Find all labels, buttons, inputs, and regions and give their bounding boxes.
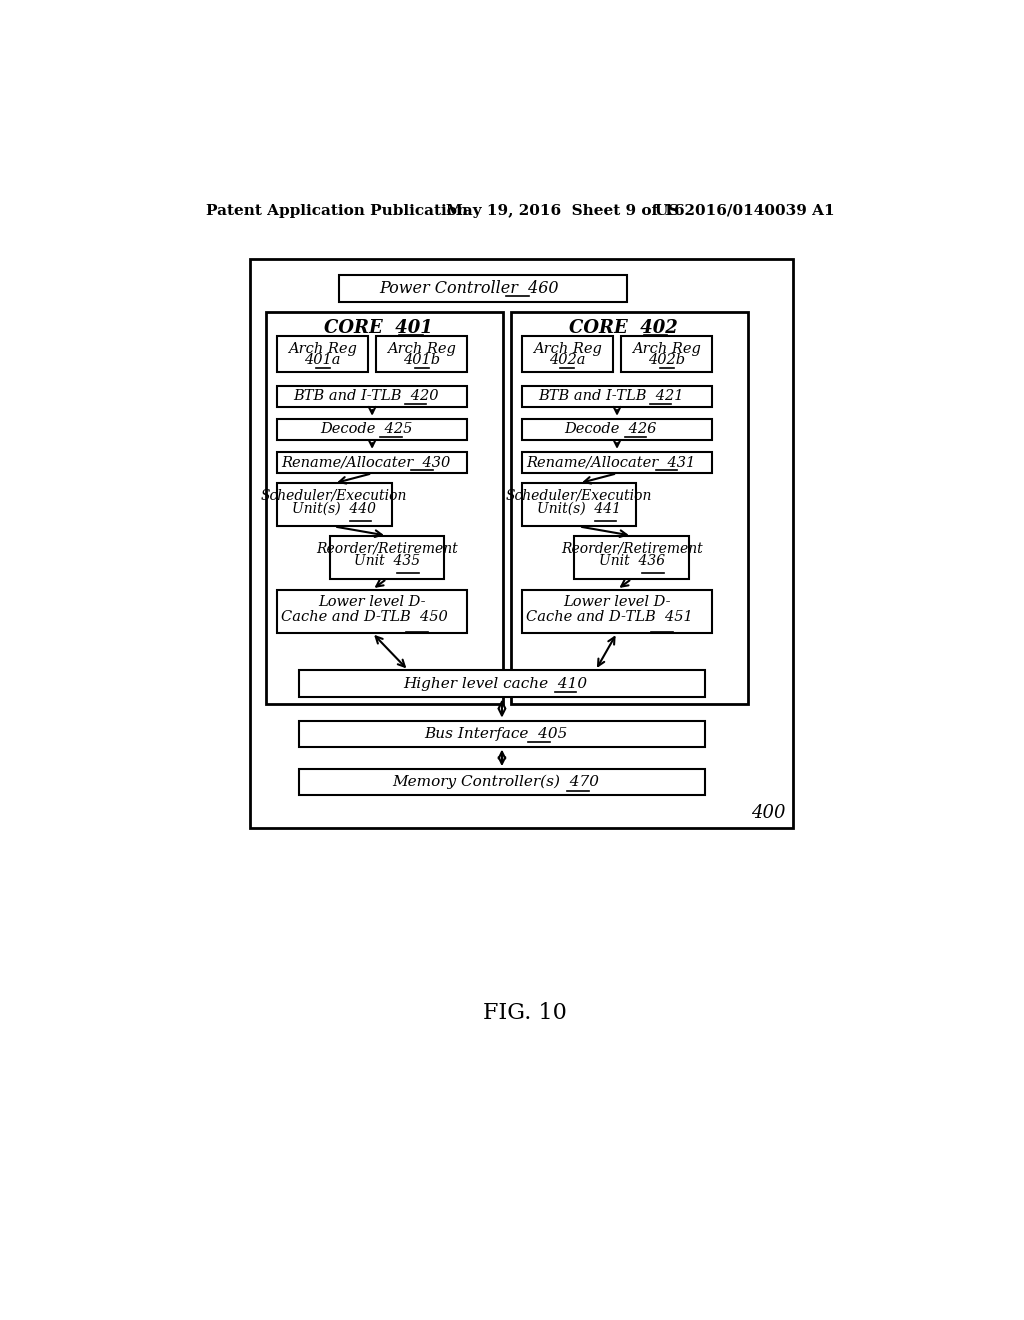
Text: Unit(s)  440: Unit(s) 440 [292, 502, 376, 516]
Text: Memory Controller(s)  470: Memory Controller(s) 470 [392, 775, 599, 789]
Text: Higher level cache  410: Higher level cache 410 [403, 677, 588, 690]
Text: Reorder/Retirement: Reorder/Retirement [316, 541, 458, 554]
Text: 401b: 401b [403, 354, 440, 367]
Text: Scheduler/Execution: Scheduler/Execution [506, 488, 652, 503]
Bar [251, 259, 793, 829]
Text: Arch Reg: Arch Reg [288, 342, 357, 356]
Text: Arch Reg: Arch Reg [632, 342, 701, 356]
Bar [621, 335, 713, 372]
Text: 400: 400 [751, 804, 785, 822]
Text: Unit  436: Unit 436 [599, 554, 665, 568]
Text: Unit(s)  441: Unit(s) 441 [537, 502, 621, 516]
Text: Patent Application Publication: Patent Application Publication [206, 203, 468, 218]
Text: US 2016/0140039 A1: US 2016/0140039 A1 [655, 203, 835, 218]
Bar [276, 451, 467, 474]
Text: CORE  402: CORE 402 [569, 319, 678, 337]
Text: Bus Interface  405: Bus Interface 405 [424, 726, 567, 741]
Bar [521, 385, 713, 407]
Bar [276, 483, 391, 527]
Bar [276, 385, 467, 407]
Text: Rename/Allocater  430: Rename/Allocater 430 [282, 455, 451, 470]
Text: Rename/Allocater  431: Rename/Allocater 431 [526, 455, 695, 470]
Text: Cache and D-TLB  451: Cache and D-TLB 451 [526, 610, 692, 624]
Bar [299, 721, 706, 747]
Text: Arch Reg: Arch Reg [387, 342, 456, 356]
Text: BTB and I-TLB  420: BTB and I-TLB 420 [293, 389, 438, 404]
Bar [266, 313, 503, 704]
Bar [276, 418, 467, 441]
Text: 401a: 401a [304, 354, 341, 367]
Bar [521, 451, 713, 474]
Bar [299, 671, 706, 697]
Text: CORE  401: CORE 401 [324, 319, 433, 337]
Bar [574, 536, 689, 579]
Bar [521, 418, 713, 441]
Bar [339, 276, 627, 302]
Bar [276, 335, 369, 372]
Bar [330, 536, 444, 579]
Bar [376, 335, 467, 372]
Text: Unit  435: Unit 435 [353, 554, 420, 568]
Text: Decode  426: Decode 426 [564, 422, 657, 437]
Text: Lower level D-: Lower level D- [563, 595, 671, 609]
Text: Arch Reg: Arch Reg [532, 342, 602, 356]
Bar [511, 313, 748, 704]
Bar [521, 335, 613, 372]
Text: Scheduler/Execution: Scheduler/Execution [261, 488, 408, 503]
Text: Decode  425: Decode 425 [319, 422, 412, 437]
Text: BTB and I-TLB  421: BTB and I-TLB 421 [538, 389, 684, 404]
Text: 402b: 402b [648, 354, 685, 367]
Text: May 19, 2016  Sheet 9 of 16: May 19, 2016 Sheet 9 of 16 [445, 203, 684, 218]
Bar [299, 770, 706, 795]
Text: Reorder/Retirement: Reorder/Retirement [561, 541, 702, 554]
Bar [521, 590, 713, 632]
Text: 402a: 402a [549, 354, 586, 367]
Text: Power Controller  460: Power Controller 460 [379, 280, 559, 297]
Text: Cache and D-TLB  450: Cache and D-TLB 450 [281, 610, 447, 624]
Bar [276, 590, 467, 632]
Bar [521, 483, 636, 527]
Text: Lower level D-: Lower level D- [318, 595, 426, 609]
Text: FIG. 10: FIG. 10 [483, 1002, 566, 1024]
